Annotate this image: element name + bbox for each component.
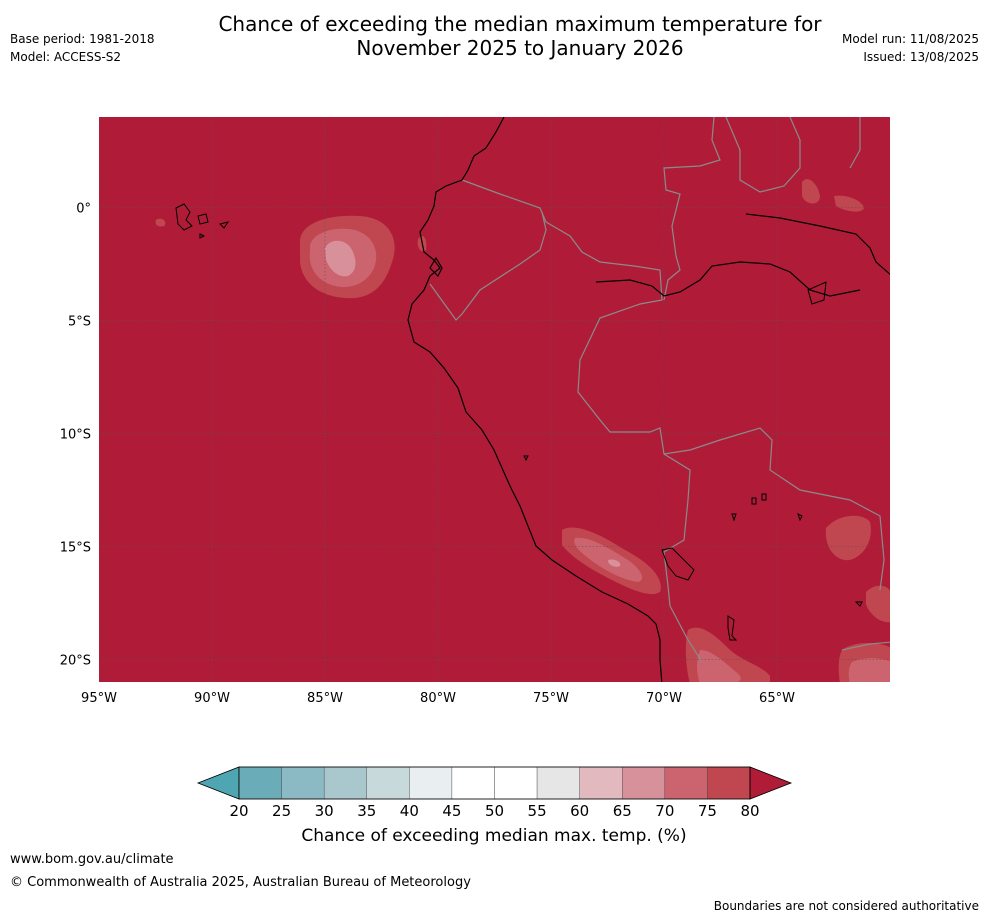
lon-tick-label: 65°W	[759, 691, 795, 706]
colorbar-tick-label: 70	[655, 802, 674, 820]
lon-tick-label: 90°W	[194, 691, 230, 706]
map-title: Chance of exceeding the median maximum t…	[150, 12, 890, 60]
lat-axis: 0° 5°S 10°S 15°S 20°S	[60, 201, 91, 668]
lon-tick-label: 95°W	[81, 691, 117, 706]
lon-tick-label: 70°W	[646, 691, 682, 706]
andean-anomaly-blob	[562, 527, 661, 595]
colorbar-block	[707, 766, 751, 800]
colorbar-block	[622, 766, 666, 800]
issued-date: Issued: 13/08/2025	[863, 50, 979, 64]
colorbar-tick-label: 25	[272, 802, 291, 820]
lat-tick-label: 20°S	[60, 653, 91, 668]
lat-tick-label: 15°S	[60, 540, 91, 555]
southern-anomaly-blobs	[155, 179, 890, 682]
meta-right: Model run: 11/08/2025 Issued: 13/08/2025	[842, 30, 979, 66]
colorbar-tick-label: 55	[528, 802, 547, 820]
colorbar-under-arrow	[196, 766, 240, 800]
offshore-anomaly-blob	[300, 215, 395, 299]
model-name: Model: ACCESS-S2	[10, 50, 122, 64]
colorbar-block	[494, 766, 538, 800]
colorbar-tick-label: 80	[740, 802, 759, 820]
colorbar-tick-label: 50	[485, 802, 504, 820]
title-line-1: Chance of exceeding the median maximum t…	[218, 12, 822, 36]
lon-axis: 95°W 90°W 85°W 80°W 75°W 70°W 65°W	[81, 691, 795, 706]
colorbar-tick-label: 45	[442, 802, 461, 820]
lakes	[523, 281, 863, 641]
colorbar-block	[664, 766, 708, 800]
lon-tick-label: 85°W	[307, 691, 343, 706]
gridlines	[99, 117, 890, 682]
colorbar-block	[536, 766, 580, 800]
colorbar-tick-label: 30	[315, 802, 334, 820]
colorbar-tick-label: 60	[570, 802, 589, 820]
colorbar-block	[323, 766, 367, 800]
colorbar-outline	[238, 766, 751, 800]
footer-copyright: © Commonwealth of Australia 2025, Austra…	[10, 875, 471, 890]
lat-tick-label: 5°S	[68, 314, 91, 329]
colorbar-blocks	[196, 766, 793, 800]
colorbar-tick-label: 20	[229, 802, 248, 820]
lat-tick-label: 10°S	[60, 427, 91, 442]
colorbar-block	[238, 766, 282, 800]
colorbar-block	[281, 766, 325, 800]
map-background	[99, 117, 890, 682]
base-period: Base period: 1981-2018	[10, 32, 155, 46]
title-line-2: November 2025 to January 2026	[356, 36, 684, 60]
colorbar-title: Chance of exceeding median max. temp. (%…	[301, 826, 687, 846]
meta-left: Base period: 1981-2018 Model: ACCESS-S2	[10, 30, 155, 66]
lat-tick-label: 0°	[76, 201, 91, 216]
footer-url[interactable]: www.bom.gov.au/climate	[10, 852, 174, 867]
colorbar-tick-label: 40	[400, 802, 419, 820]
colorbar-block	[579, 766, 623, 800]
lon-tick-label: 80°W	[420, 691, 456, 706]
lake-titicaca	[661, 547, 695, 581]
colorbar-tick-label: 35	[357, 802, 376, 820]
colorbar-block	[366, 766, 410, 800]
colorbar-tick-label: 65	[613, 802, 632, 820]
colorbar-block	[409, 766, 453, 800]
colorbar-tick-label: 75	[698, 802, 717, 820]
country-borders	[429, 117, 890, 663]
lon-tick-label: 75°W	[533, 691, 569, 706]
colorbar-block	[451, 766, 495, 800]
footer-note: Boundaries are not considered authoritat…	[713, 899, 979, 913]
galapagos-islands	[175, 203, 230, 239]
coastline	[407, 117, 890, 682]
colorbar-over-arrow	[749, 766, 793, 800]
model-run: Model run: 11/08/2025	[841, 32, 979, 46]
colorbar-ticks: 20 25 30 35 40 45 50 55 60 65 70 75 80	[229, 802, 759, 820]
